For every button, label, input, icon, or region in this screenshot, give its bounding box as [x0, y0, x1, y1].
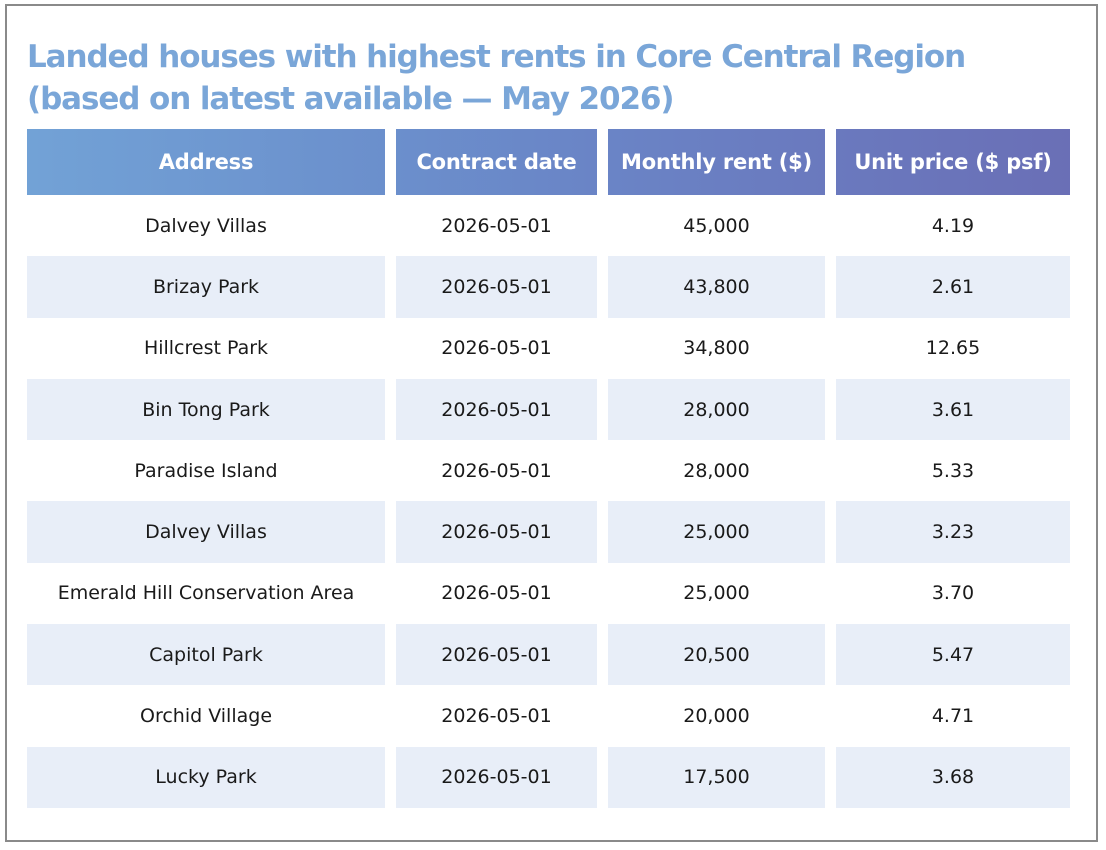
cell-unit-price: 3.68 — [836, 746, 1070, 808]
page-title: Landed houses with highest rents in Core… — [27, 36, 1087, 120]
cell-contract-date: 2026-05-01 — [396, 562, 597, 625]
header-contract-date: Contract date — [396, 129, 597, 195]
cell-contract-date: 2026-05-01 — [396, 624, 597, 686]
cell-address: Lucky Park — [27, 746, 385, 808]
cell-monthly-rent: 43,800 — [608, 256, 825, 318]
cell-contract-date: 2026-05-01 — [396, 195, 597, 257]
cell-address: Dalvey Villas — [27, 195, 385, 257]
header-address: Address — [27, 129, 385, 195]
cell-unit-price: 12.65 — [836, 317, 1070, 379]
cell-unit-price: 5.33 — [836, 440, 1070, 502]
title-line-2: (based on latest available — May 2026) — [27, 81, 675, 117]
cell-unit-price: 4.71 — [836, 685, 1070, 747]
cell-unit-price: 3.23 — [836, 501, 1070, 563]
cell-unit-price: 3.61 — [836, 378, 1070, 441]
header-unit-price: Unit price ($ psf) — [836, 129, 1070, 195]
cell-address: Bin Tong Park — [27, 378, 385, 441]
cell-contract-date: 2026-05-01 — [396, 256, 597, 318]
cell-address: Hillcrest Park — [27, 317, 385, 379]
cell-monthly-rent: 17,500 — [608, 746, 825, 808]
cell-address: Emerald Hill Conservation Area — [27, 562, 385, 625]
cell-contract-date: 2026-05-01 — [396, 317, 597, 379]
cell-contract-date: 2026-05-01 — [396, 378, 597, 441]
cell-monthly-rent: 25,000 — [608, 562, 825, 625]
cell-monthly-rent: 34,800 — [608, 317, 825, 379]
cell-unit-price: 5.47 — [836, 624, 1070, 686]
cell-address: Brizay Park — [27, 256, 385, 318]
cell-address: Dalvey Villas — [27, 501, 385, 563]
cell-contract-date: 2026-05-01 — [396, 440, 597, 502]
cell-contract-date: 2026-05-01 — [396, 685, 597, 747]
cell-contract-date: 2026-05-01 — [396, 501, 597, 563]
cell-address: Paradise Island — [27, 440, 385, 502]
cell-address: Capitol Park — [27, 624, 385, 686]
cell-monthly-rent: 20,000 — [608, 685, 825, 747]
rent-table: Address Contract date Monthly rent ($) U… — [27, 129, 1070, 808]
header-monthly-rent: Monthly rent ($) — [608, 129, 825, 195]
cell-monthly-rent: 25,000 — [608, 501, 825, 563]
cell-monthly-rent: 20,500 — [608, 624, 825, 686]
cell-unit-price: 3.70 — [836, 562, 1070, 625]
cell-address: Orchid Village — [27, 685, 385, 747]
cell-unit-price: 4.19 — [836, 195, 1070, 257]
cell-contract-date: 2026-05-01 — [396, 746, 597, 808]
cell-monthly-rent: 28,000 — [608, 440, 825, 502]
cell-monthly-rent: 28,000 — [608, 378, 825, 441]
title-line-1: Landed houses with highest rents in Core… — [27, 39, 966, 75]
cell-unit-price: 2.61 — [836, 256, 1070, 318]
cell-monthly-rent: 45,000 — [608, 195, 825, 257]
